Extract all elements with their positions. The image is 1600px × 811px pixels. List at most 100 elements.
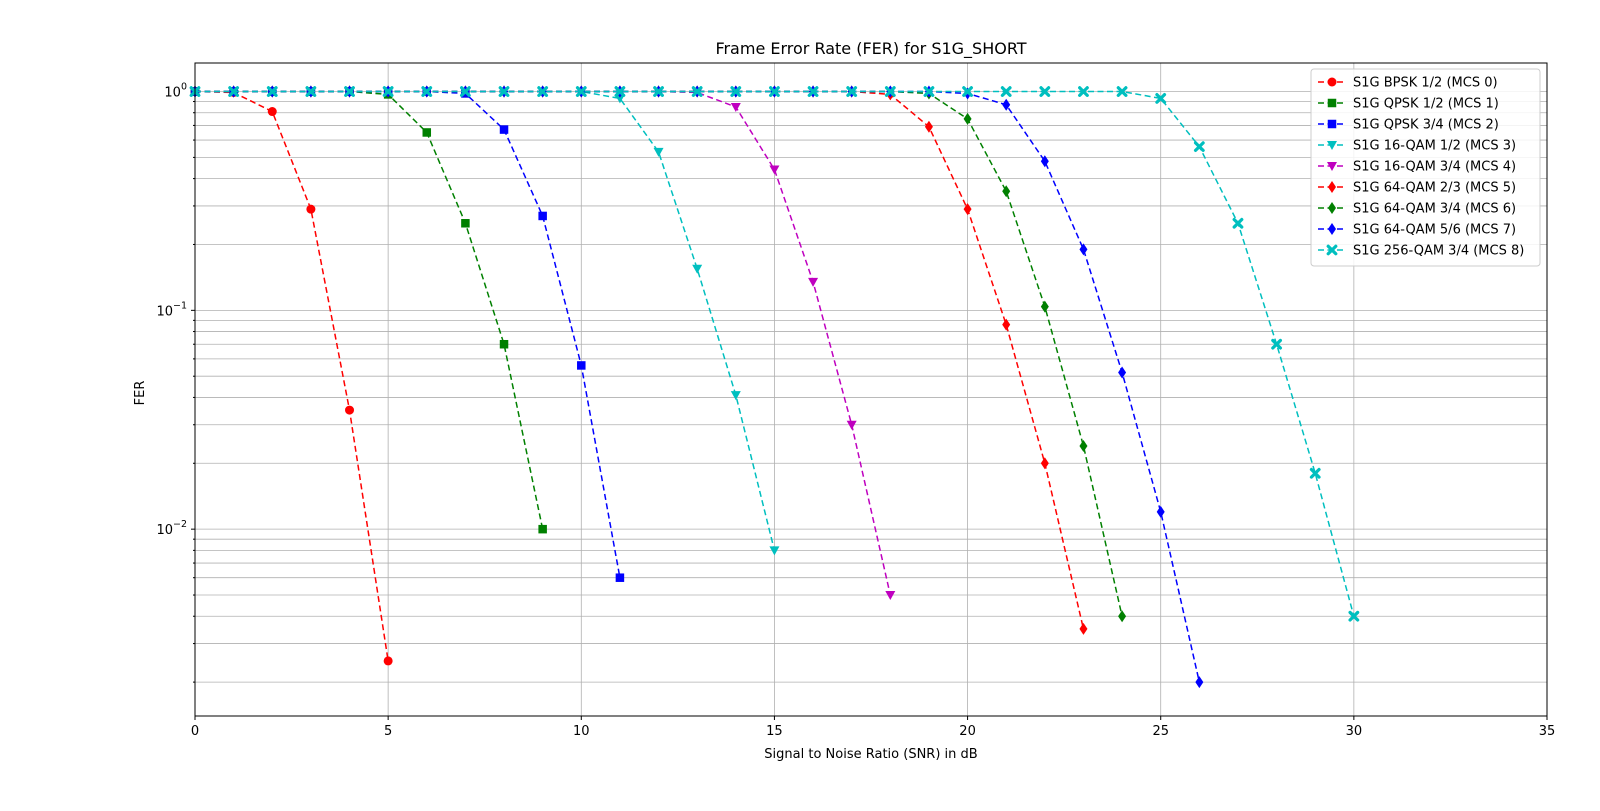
data-point — [769, 165, 780, 175]
legend-marker — [1327, 98, 1337, 108]
y-tick-label: 10−1 — [156, 300, 187, 319]
plot-area — [189, 85, 1360, 689]
data-point — [692, 264, 703, 274]
data-point — [1271, 338, 1283, 350]
data-point — [614, 94, 625, 104]
y-tick-base: 10 — [156, 304, 173, 319]
legend-entry: S1G BPSK 1/2 (MCS 0) — [1318, 76, 1498, 91]
data-point — [498, 86, 510, 97]
legend-marker — [1327, 162, 1337, 171]
legend-marker — [1327, 141, 1337, 150]
data-point — [653, 86, 664, 97]
data-point — [808, 277, 819, 287]
data-point — [460, 86, 471, 97]
x-tick-label: 30 — [1346, 724, 1363, 739]
chart-title: Frame Error Rate (FER) for S1G_SHORT — [715, 39, 1026, 59]
data-point — [461, 219, 470, 228]
data-point — [499, 125, 509, 134]
legend-label: S1G 256-QAM 3/4 (MCS 8) — [1353, 244, 1524, 259]
legend-entry: S1G 256-QAM 3/4 (MCS 8) — [1318, 244, 1524, 259]
data-point — [963, 112, 972, 125]
legend-entry: S1G 64-QAM 3/4 (MCS 6) — [1318, 202, 1516, 217]
series-6 — [191, 85, 1127, 623]
y-tick-base: 10 — [164, 86, 181, 101]
legend-marker — [1327, 77, 1337, 87]
x-tick-label: 25 — [1152, 724, 1169, 739]
data-point — [963, 203, 972, 216]
data-point — [1232, 217, 1244, 229]
legend-box — [1310, 68, 1541, 267]
data-point — [923, 86, 935, 97]
series-4 — [190, 87, 896, 601]
data-point — [653, 147, 664, 157]
x-axis-label: Signal to Noise Ratio (SNR) in dB — [764, 747, 977, 762]
legend-entry: S1G 16-QAM 1/2 (MCS 3) — [1318, 139, 1516, 154]
data-point — [730, 391, 741, 401]
data-point — [228, 86, 240, 97]
data-point — [577, 361, 586, 370]
legend-label: S1G QPSK 1/2 (MCS 1) — [1353, 97, 1499, 112]
data-point — [846, 420, 857, 430]
data-point — [306, 204, 316, 214]
data-point — [1002, 185, 1011, 198]
data-point — [1000, 86, 1012, 97]
data-point — [538, 524, 547, 534]
legend-label: S1G 64-QAM 3/4 (MCS 6) — [1353, 202, 1516, 217]
data-point — [730, 102, 741, 112]
x-tick-label: 15 — [766, 724, 783, 739]
legend-label: S1G 16-QAM 3/4 (MCS 4) — [1353, 160, 1516, 175]
data-point — [1079, 243, 1088, 256]
x-tick-label: 5 — [384, 724, 392, 739]
legend-entry: S1G QPSK 1/2 (MCS 1) — [1318, 97, 1499, 112]
data-point — [691, 86, 703, 97]
data-point — [266, 86, 278, 97]
y-tick-exponent: 0 — [181, 82, 187, 93]
data-point — [1002, 98, 1011, 111]
data-point — [730, 86, 742, 97]
data-point — [1040, 457, 1049, 470]
series-5 — [191, 85, 1088, 635]
data-point — [614, 86, 626, 97]
data-point — [1040, 155, 1049, 168]
series-line — [194, 90, 389, 662]
data-point — [267, 107, 277, 117]
data-point — [769, 546, 780, 556]
legend-marker — [1328, 181, 1336, 193]
series-line — [195, 90, 1201, 683]
y-tick-exponent: −1 — [173, 300, 187, 311]
data-point — [1193, 141, 1205, 153]
data-point — [924, 120, 933, 133]
legend-entry: S1G 16-QAM 3/4 (MCS 4) — [1318, 160, 1516, 175]
x-tick-label: 0 — [191, 724, 199, 739]
legend-entry: S1G QPSK 3/4 (MCS 2) — [1318, 118, 1499, 133]
y-tick-base: 10 — [156, 523, 173, 538]
legend: S1G BPSK 1/2 (MCS 0) S1G QPSK 1/2 (MCS 1)… — [1310, 68, 1541, 267]
data-point — [383, 656, 393, 666]
legend-entry: S1G 64-QAM 5/6 (MCS 7) — [1318, 223, 1516, 238]
legend-label: S1G BPSK 1/2 (MCS 0) — [1353, 76, 1498, 91]
data-point — [846, 86, 858, 97]
data-point — [615, 573, 625, 582]
data-point — [1116, 86, 1128, 97]
data-point — [1078, 86, 1089, 97]
data-point — [575, 86, 587, 97]
data-point — [345, 405, 355, 415]
series-2 — [190, 87, 625, 582]
data-point — [769, 86, 780, 97]
x-tick-label: 10 — [573, 724, 590, 739]
legend-entry: S1G 64-QAM 2/3 (MCS 5) — [1318, 181, 1516, 196]
series-line — [195, 90, 1085, 630]
legend-marker — [1328, 223, 1336, 235]
legend-marker — [1327, 119, 1337, 129]
y-tick-label: 10−2 — [156, 519, 187, 538]
legend-marker — [1328, 202, 1336, 214]
legend-label: S1G 64-QAM 2/3 (MCS 5) — [1353, 181, 1516, 196]
legend-marker — [1326, 244, 1338, 256]
data-point — [1079, 622, 1088, 635]
data-point — [1309, 467, 1321, 479]
series-8 — [189, 86, 1360, 622]
legend-label: S1G 16-QAM 1/2 (MCS 3) — [1353, 139, 1516, 154]
data-point — [1039, 86, 1051, 97]
data-point — [344, 86, 355, 97]
